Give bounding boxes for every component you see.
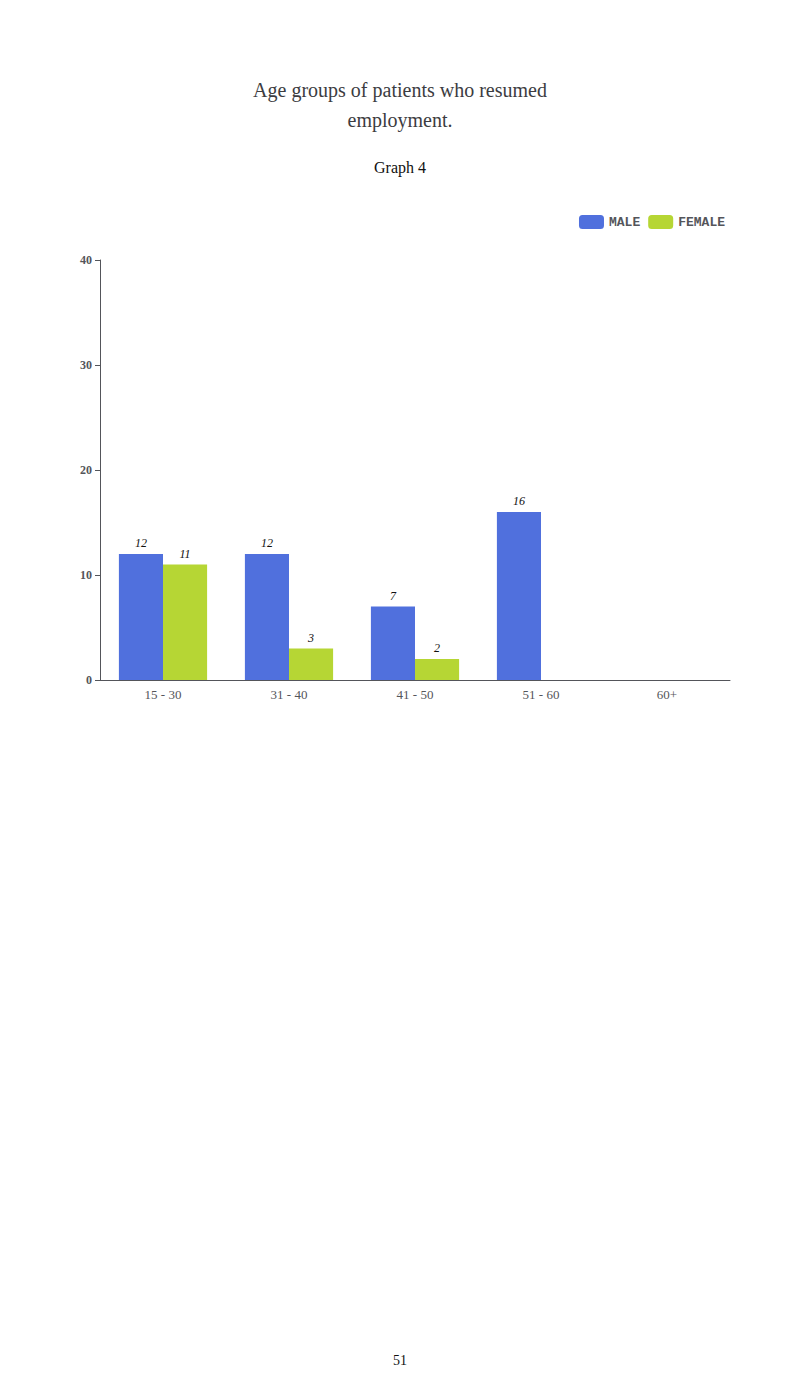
svg-text:20: 20 — [80, 463, 92, 477]
svg-text:0: 0 — [86, 673, 92, 687]
svg-text:Graph 4: Graph 4 — [374, 159, 426, 177]
svg-text:16: 16 — [513, 494, 525, 508]
svg-text:11: 11 — [179, 547, 190, 561]
svg-text:51: 51 — [393, 1353, 407, 1368]
svg-text:2: 2 — [434, 641, 440, 655]
svg-text:60+: 60+ — [657, 687, 677, 702]
svg-text:40: 40 — [80, 253, 92, 267]
svg-text:employment.: employment. — [348, 109, 453, 132]
svg-text:30: 30 — [80, 358, 92, 372]
svg-text:FEMALE: FEMALE — [678, 215, 725, 230]
svg-text:10: 10 — [80, 568, 92, 582]
svg-text:MALE: MALE — [609, 215, 640, 230]
svg-text:31 - 40: 31 - 40 — [271, 687, 308, 702]
svg-text:7: 7 — [390, 589, 397, 603]
svg-text:15 - 30: 15 - 30 — [145, 687, 182, 702]
svg-text:3: 3 — [307, 631, 314, 645]
svg-text:41 - 50: 41 - 50 — [397, 687, 434, 702]
svg-text:Age groups of patients who res: Age groups of patients who resumed — [253, 79, 547, 102]
svg-text:51 - 60: 51 - 60 — [523, 687, 560, 702]
svg-text:12: 12 — [261, 536, 273, 550]
svg-text:12: 12 — [135, 536, 147, 550]
